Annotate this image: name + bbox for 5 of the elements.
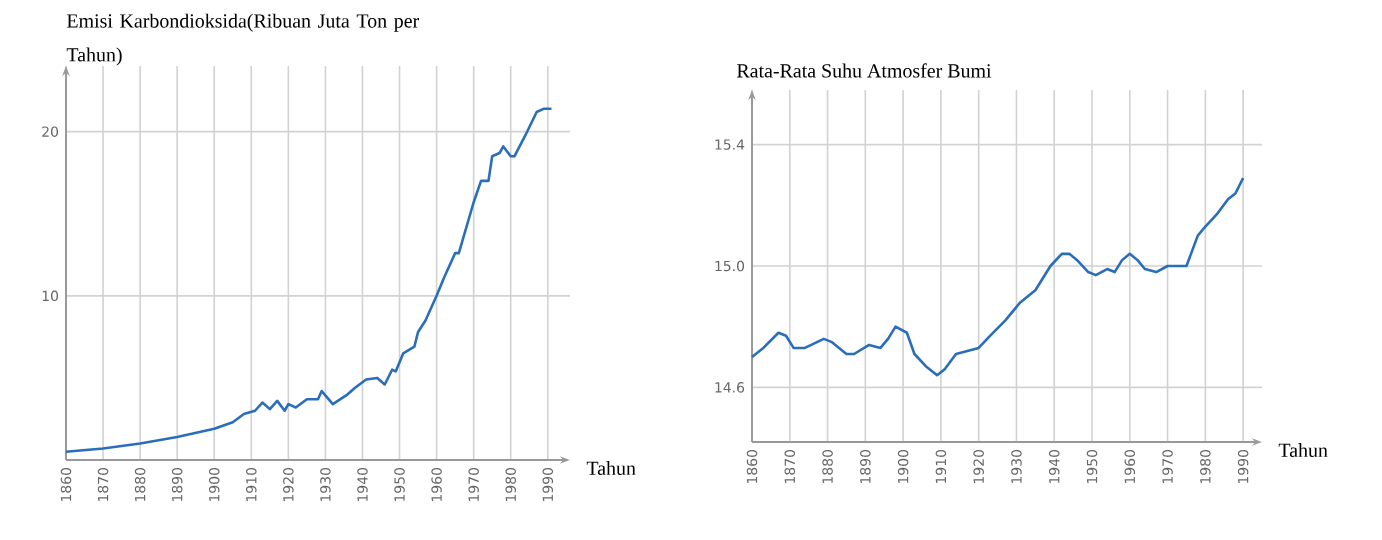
- y-axis-title: Rata-Rata Suhu Atmosfer Bumi: [736, 63, 992, 78]
- line-series: [64, 107, 553, 454]
- x-axis-title: Tahun: [1278, 442, 1328, 457]
- x-axis-title: Tahun: [586, 460, 636, 475]
- y-axis-title: Emisi Karbondioksida(Ribuan Juta Ton per Tahun): [66, 13, 420, 66]
